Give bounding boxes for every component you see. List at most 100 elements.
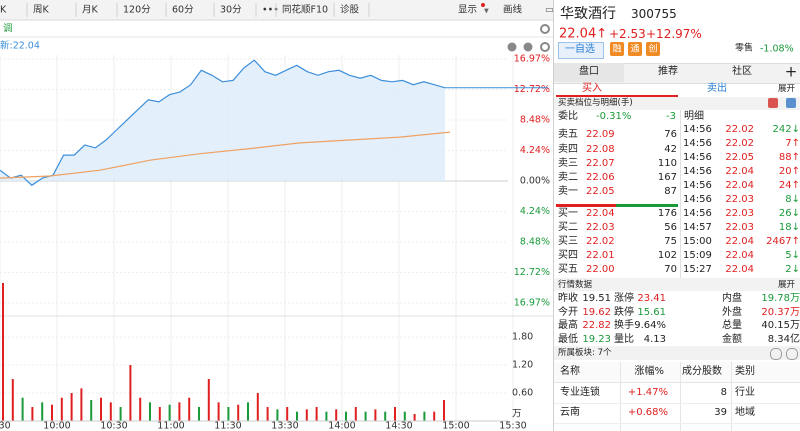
volume-bar <box>139 397 142 421</box>
volume-bar <box>70 393 73 421</box>
stat-value: 22.82 <box>582 320 611 331</box>
volume-bar <box>394 407 396 421</box>
tick-volume: 8↓ <box>785 194 800 205</box>
volume-bar <box>149 402 151 421</box>
tab[interactable]: 推荐 <box>658 66 678 77</box>
volume-bar <box>158 407 161 421</box>
volume-bar <box>364 411 367 421</box>
volume-bar <box>276 409 279 421</box>
volume-bar <box>354 407 357 421</box>
toolbar-tab[interactable]: 诊股 <box>340 4 360 16</box>
book-price: 22.02 <box>586 236 615 247</box>
expand-link[interactable]: 展开 <box>777 279 795 290</box>
table-header: 名称 <box>560 366 580 377</box>
table-header: 类别 <box>735 366 755 377</box>
tick-time: 14:56 <box>683 152 712 163</box>
toolbar-tab[interactable]: 月K <box>82 5 99 16</box>
book-level: 卖五 <box>558 129 578 140</box>
tick-price: 22.03 <box>725 194 754 205</box>
more-icon[interactable]: ▭ <box>545 5 553 16</box>
stock-change: +2.53 <box>609 27 646 41</box>
book-price: 22.00 <box>586 264 615 275</box>
sector-name[interactable]: 专业连锁 <box>560 387 600 398</box>
latest-price: 新:22.04 <box>0 40 40 52</box>
volume-tick-label: 1.80 <box>512 332 533 343</box>
toolbar-tab[interactable]: 30分 <box>220 5 242 16</box>
tick-volume: 2↓ <box>785 264 800 275</box>
volume-bar <box>31 407 34 421</box>
tab[interactable]: 盘口 <box>579 66 599 77</box>
table-divider <box>731 362 732 431</box>
toolbar-button[interactable]: 画线 <box>503 4 523 16</box>
icon <box>786 348 798 360</box>
stat-value: 23.41 <box>637 293 666 304</box>
stat-label: 总量 <box>722 320 742 331</box>
tick-price: 22.04 <box>725 250 754 261</box>
x-tick-label: 14:00 <box>328 421 355 431</box>
toolbar-tab[interactable]: 同花顺F10 <box>282 4 328 16</box>
toolbar-tab[interactable]: ••• <box>262 5 279 16</box>
tab[interactable]: + <box>784 62 798 81</box>
volume-bar <box>266 407 269 421</box>
book-volume: 87 <box>664 186 677 197</box>
y-tick-label: 12.72% <box>514 267 550 278</box>
book-level: 买二 <box>558 222 578 233</box>
book-divider-buy <box>616 204 678 207</box>
y-tick-label: 16.97% <box>514 298 550 309</box>
book-volume: 110 <box>657 158 677 169</box>
badge: 通 <box>630 44 640 54</box>
table-divider <box>680 362 681 431</box>
settings[interactable] <box>540 24 550 34</box>
volume-unit: 万 <box>512 409 522 420</box>
tick-price: 22.03 <box>725 222 754 233</box>
volume-bar <box>374 409 377 421</box>
toolbar-tab[interactable]: 60分 <box>172 5 194 16</box>
toolbar-button[interactable]: 显示 <box>458 5 477 16</box>
quote-panel <box>553 0 800 431</box>
stat-value: 19.51 <box>582 293 611 304</box>
volume-bar <box>433 411 436 421</box>
volume-bar <box>237 404 240 421</box>
volume-bar <box>2 283 4 421</box>
book-price: 22.04 <box>586 208 615 219</box>
toolbar-tab[interactable]: 周K <box>33 5 50 16</box>
tick-price: 22.04 <box>725 264 754 275</box>
table-header-bg <box>554 362 800 383</box>
stat-label: 金额 <box>722 333 742 345</box>
tick-volume: 7↑ <box>785 138 800 149</box>
badge-bg <box>628 42 642 56</box>
x-tick-label: 10:30 <box>100 421 127 431</box>
tab[interactable]: 社区 <box>732 66 752 77</box>
stat-label: 最低 <box>558 333 578 345</box>
stat-value: 15.61 <box>637 306 666 318</box>
tick-time: 14:56 <box>683 208 712 219</box>
y-tick-label: 4.24% <box>520 206 550 217</box>
settings[interactable] <box>540 42 550 52</box>
toolbar-tab[interactable]: K <box>0 5 7 16</box>
sell-tab[interactable]: 卖出 <box>707 83 727 94</box>
book-price: 22.03 <box>586 222 615 233</box>
sector-name[interactable]: 云南 <box>560 407 580 418</box>
book-volume: 70 <box>664 264 677 275</box>
table-header: 涨幅% <box>634 366 664 377</box>
toolbar-tab[interactable]: 120分 <box>123 5 151 16</box>
watch-button[interactable] <box>558 42 604 59</box>
zoom-in[interactable] <box>523 42 533 52</box>
zoom-out[interactable] <box>507 42 517 52</box>
detail-label: 明细 <box>684 111 704 122</box>
y-tick-label: 16.97% <box>514 54 550 65</box>
volume-bar <box>178 402 181 421</box>
row-line <box>554 403 800 404</box>
stat-label: 最高 <box>558 320 578 331</box>
y-tick-label: 8.48% <box>520 236 550 247</box>
book-level: 卖一 <box>558 186 578 197</box>
volume-bar <box>129 365 132 421</box>
dropdown-arrow: ▾ <box>484 6 489 17</box>
book-price: 22.09 <box>586 129 615 140</box>
book-price: 22.08 <box>586 144 615 155</box>
expand-link[interactable]: 展开 <box>777 83 795 94</box>
buy-tab[interactable]: 买入 <box>582 83 602 94</box>
tick-volume: 5↓ <box>785 250 800 261</box>
book-price: 22.05 <box>586 186 615 197</box>
